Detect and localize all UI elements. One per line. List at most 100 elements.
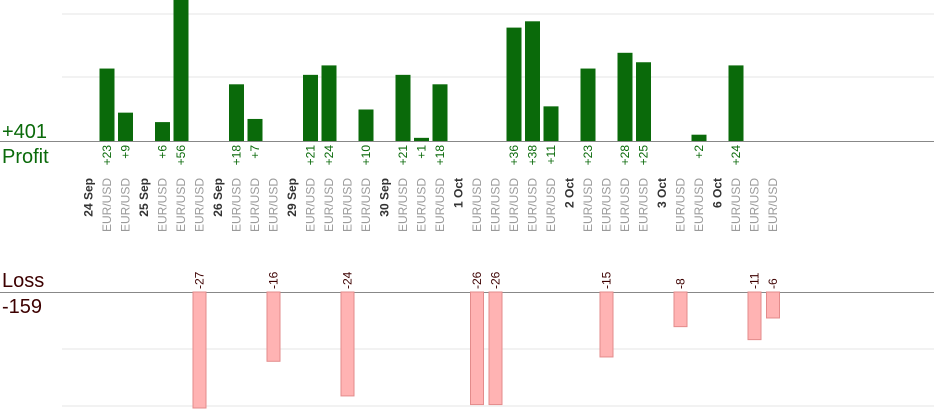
profit-value-label: +1 [415, 145, 429, 159]
profit-bar [580, 68, 596, 141]
profit-label: Profit [2, 146, 49, 168]
pair-label: EUR/USD [193, 178, 207, 232]
date-label: 3 Oct [655, 178, 669, 208]
profit-value-label: +36 [507, 145, 521, 166]
loss-bar [766, 291, 780, 319]
pair-label: EUR/USD [433, 178, 447, 232]
loss-value-label: -26 [489, 271, 503, 289]
pair-label: EUR/USD [304, 178, 318, 232]
loss-bar [673, 291, 688, 328]
pair-label: EUR/USD [156, 178, 170, 232]
profit-value-label: +23 [581, 145, 595, 166]
pair-label: EUR/USD [766, 178, 780, 232]
profit-bar [617, 52, 633, 141]
pair-label: EUR/USD [489, 178, 503, 232]
profit-value-label: +28 [618, 145, 632, 166]
pair-label: EUR/USD [322, 178, 336, 232]
profit-bar [636, 62, 651, 141]
loss-label: Loss [2, 270, 44, 292]
profit-value-label: +24 [729, 145, 743, 166]
loss-bar [192, 291, 207, 409]
pair-label: EUR/USD [729, 178, 743, 232]
profit-value-label: +24 [322, 145, 336, 166]
loss-bar [599, 291, 614, 358]
profit-value-label: +18 [230, 145, 244, 166]
profit-value-label: +21 [304, 145, 318, 166]
profit-bar [728, 65, 744, 141]
loss-value-label: -6 [766, 278, 780, 289]
profit-value-label: +25 [637, 145, 651, 166]
pair-label: EUR/USD [692, 178, 706, 232]
pair-label: EUR/USD [600, 178, 614, 232]
loss-bar [340, 291, 355, 397]
pair-label: EUR/USD [341, 178, 355, 232]
profit-bar [173, 0, 189, 141]
profit-bar [525, 21, 540, 141]
pair-label: EUR/USD [100, 178, 114, 232]
profit-bar [414, 137, 429, 141]
pair-label: EUR/USD [248, 178, 262, 232]
pair-label: EUR/USD [415, 178, 429, 232]
loss-bar [470, 291, 484, 406]
profit-value-label: +10 [359, 145, 373, 166]
pair-label: EUR/USD [618, 178, 632, 232]
profit-value-label: +38 [526, 145, 540, 166]
pair-label: EUR/USD [230, 178, 244, 232]
profit-value-label: +21 [396, 145, 410, 166]
loss-value-label: -26 [470, 271, 484, 289]
profit-value-label: +18 [433, 145, 447, 166]
labels-layer: 24 Sep EUR/USD +23 EUR/USD +9 25 Sep EUR/USD +6… [82, 145, 781, 289]
loss-value-label: -24 [341, 271, 355, 289]
date-label: 2 Oct [563, 178, 577, 208]
loss-bar [266, 291, 281, 362]
pair-label: EUR/USD [359, 178, 373, 232]
profit-value-label: +2 [692, 145, 706, 159]
profit-bar [247, 118, 263, 141]
profit-bar [506, 27, 522, 142]
profit-value-label: +11 [544, 145, 558, 165]
date-label: 24 Sep [82, 178, 96, 217]
profit-bar [99, 68, 115, 141]
date-label: 6 Oct [711, 178, 725, 208]
profit-bar [358, 109, 374, 141]
loss-value-label: -8 [674, 278, 688, 289]
loss-value-label: -11 [748, 272, 762, 289]
pair-label: EUR/USD [544, 178, 558, 232]
pair-label: EUR/USD [581, 178, 595, 232]
pair-label: EUR/USD [470, 178, 484, 232]
profit-bar [432, 84, 448, 141]
loss-bar [747, 291, 762, 341]
profit-value-label: +23 [100, 145, 114, 166]
profit-value-label: +9 [119, 145, 133, 159]
date-label: 25 Sep [137, 178, 151, 217]
pair-label: EUR/USD [674, 178, 688, 232]
loss-bar [488, 291, 503, 406]
loss-total-label: -159 [2, 296, 42, 318]
profit-value-label: +56 [174, 145, 188, 166]
pair-label: EUR/USD [526, 178, 540, 232]
bars-layer [99, 0, 780, 409]
profit-value-label: +6 [156, 145, 170, 159]
date-label: 1 Oct [452, 178, 466, 208]
pair-label: EUR/USD [396, 178, 410, 232]
pair-label: EUR/USD [507, 178, 521, 232]
pair-label: EUR/USD [119, 178, 133, 232]
profit-value-label: +7 [248, 145, 262, 159]
pair-label: EUR/USD [748, 178, 762, 232]
profit-total-label: +401 [2, 121, 47, 143]
profit-bar [395, 74, 411, 141]
profit-bar [229, 84, 244, 141]
pair-label: EUR/USD [267, 178, 281, 232]
date-label: 26 Sep [211, 178, 225, 217]
pair-label: EUR/USD [174, 178, 188, 232]
loss-value-label: -27 [193, 271, 207, 289]
profit-bar [303, 74, 318, 141]
profit-bar [118, 112, 133, 141]
profit-bar [321, 65, 337, 141]
profit-bar [691, 134, 707, 141]
loss-value-label: -16 [267, 271, 281, 289]
pair-label: EUR/USD [637, 178, 651, 232]
date-label: 29 Sep [285, 178, 299, 217]
profit-bar [543, 106, 559, 141]
